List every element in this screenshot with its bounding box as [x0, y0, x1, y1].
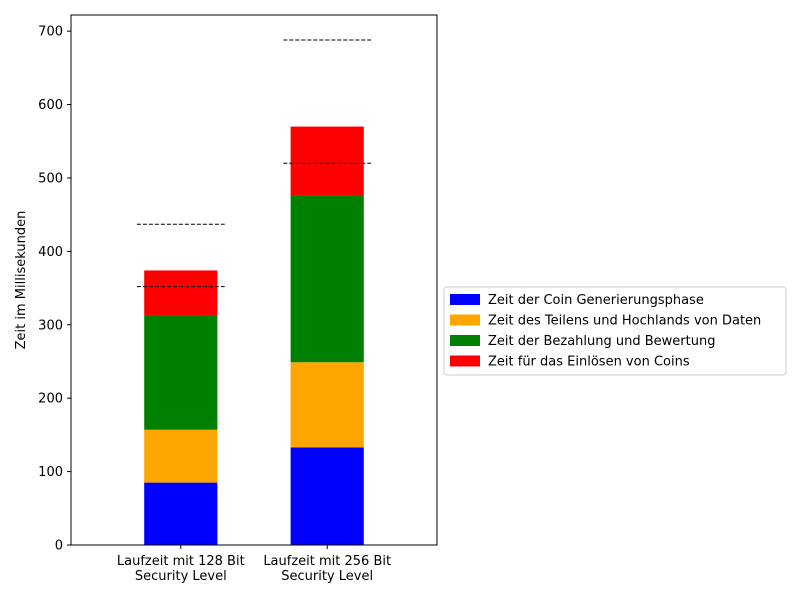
- legend-label: Zeit des Teilens und Hochlands von Daten: [488, 314, 761, 329]
- plot-area: [71, 15, 437, 545]
- legend-box: [443, 286, 787, 376]
- y-axis-label: Zeit im Millisekunden: [14, 211, 29, 350]
- y-tick-label: 600: [38, 98, 63, 113]
- legend-swatch: [450, 335, 480, 346]
- y-tick-label: 500: [38, 171, 63, 186]
- bar-segment: [144, 482, 218, 545]
- bar-segment: [144, 429, 218, 483]
- legend-swatch: [450, 355, 480, 367]
- bar-segment: [290, 126, 364, 196]
- bar-segment: [144, 270, 218, 316]
- legend: Zeit der Coin Generierungsphase Zeit des …: [443, 286, 787, 376]
- y-tick-label: 200: [38, 392, 63, 407]
- bar-segment: [290, 195, 364, 363]
- y-tick-label: 300: [38, 318, 63, 333]
- legend-swatch: [450, 314, 480, 326]
- x-tick-label: Laufzeit mit 128 Bit Security Level: [117, 554, 245, 584]
- plot-frame: [70, 14, 438, 546]
- y-tick-label: 400: [38, 245, 63, 260]
- x-tick-label: Laufzeit mit 256 Bit Security Level: [263, 554, 391, 584]
- legend-label: Zeit für das Einlösen von Coins: [488, 355, 690, 370]
- bar-segment: [144, 315, 218, 430]
- bar-segment: [290, 447, 364, 545]
- bar-segment: [290, 362, 364, 448]
- legend-swatch: [450, 294, 480, 305]
- y-tick-label: 700: [38, 25, 63, 40]
- legend-label: Zeit der Coin Generierungsphase: [488, 293, 704, 308]
- y-tick-label: 100: [38, 465, 63, 480]
- legend-label: Zeit der Bezahlung und Bewertung: [488, 334, 715, 349]
- y-tick-label: 0: [55, 539, 63, 554]
